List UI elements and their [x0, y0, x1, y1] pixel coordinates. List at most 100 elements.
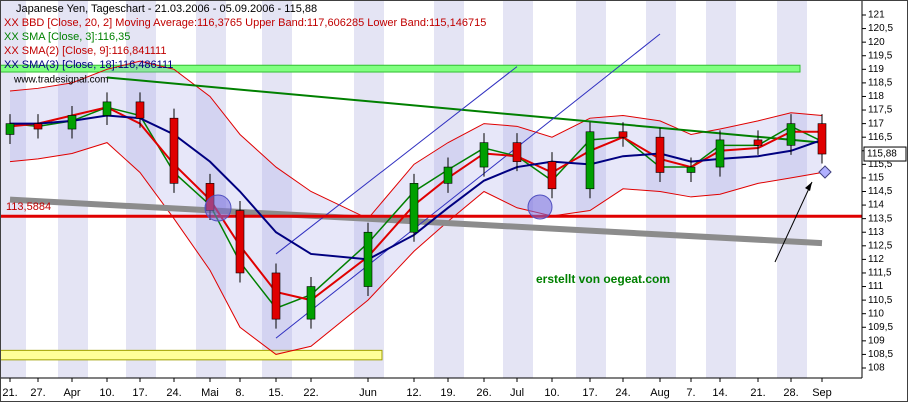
candle-body [585, 131, 595, 190]
x-tick-label: 10. [99, 387, 114, 399]
y-tick-label: 111 [868, 281, 884, 292]
week-band [706, 0, 736, 378]
last-price-label: 115,88 [867, 149, 897, 160]
week-band [503, 0, 533, 378]
x-tick-label: 10. [544, 387, 559, 399]
diamond-marker [818, 165, 832, 179]
y-tick-label: 120 [868, 37, 885, 48]
x-tick-label: 12. [406, 387, 421, 399]
week-band [434, 0, 464, 378]
candle-body [715, 139, 725, 168]
candle-body [306, 286, 316, 320]
x-tick-label: 7. [686, 387, 695, 399]
y-tick-label: 112,5 [868, 240, 893, 251]
arrow-head [805, 182, 812, 191]
candle-body [443, 166, 453, 184]
candle-body [235, 210, 245, 274]
x-tick-label: Jul [510, 387, 524, 399]
zone [0, 64, 801, 73]
candle-body [5, 123, 15, 135]
candle-body [169, 117, 179, 184]
y-tick-label: 114,5 [868, 186, 893, 197]
x-tick-label: 21. [2, 387, 17, 399]
candle-body [271, 272, 281, 320]
x-tick-label: 26. [476, 387, 491, 399]
y-tick-label: 119 [868, 64, 884, 75]
week-band [777, 0, 807, 378]
candle-body [655, 136, 665, 173]
x-tick-label: 8. [235, 387, 244, 399]
candle-body [135, 101, 145, 119]
x-tick-label: 24. [166, 387, 181, 399]
y-tick-label: 118 [868, 91, 884, 102]
candle-body [547, 161, 557, 190]
highlight-circle [527, 194, 553, 220]
last-price-box [863, 146, 907, 162]
week-band [58, 0, 88, 378]
y-tick-label: 111,5 [868, 268, 892, 279]
x-tick-label: 22. [303, 387, 318, 399]
y-tick-label: 118,5 [868, 78, 893, 89]
candle-body [817, 123, 827, 155]
trendline [275, 33, 661, 339]
candle-body [686, 166, 696, 173]
week-band [646, 0, 676, 378]
candle-body [409, 183, 419, 233]
trendline [275, 66, 518, 255]
x-tick-label: Aug [650, 387, 670, 399]
y-tick-label: 115 [868, 173, 884, 184]
y-tick-label: 117 [868, 118, 884, 129]
y-tick-label: 113 [868, 227, 884, 238]
candle-body [753, 139, 763, 146]
y-tick-label: 110,5 [868, 295, 893, 306]
candle-body [786, 123, 796, 146]
candle-body [67, 115, 77, 130]
plot-area [0, 33, 862, 361]
x-tick-label: Jun [359, 387, 377, 399]
x-tick-label: 19. [440, 387, 455, 399]
chart-title: Japanese Yen, Tageschart - 21.03.2006 - … [16, 3, 317, 15]
y-tick-label: 109,5 [868, 322, 893, 333]
candle-body [363, 231, 373, 287]
week-band [354, 0, 384, 378]
x-tick-label: 17. [582, 387, 597, 399]
y-tick-label: 109 [868, 335, 885, 346]
trendline [106, 76, 823, 144]
x-tick-label: 15. [268, 387, 283, 399]
x-tick-label: 21. [750, 387, 765, 399]
y-tick-label: 121 [868, 10, 885, 21]
band-line [9, 60, 823, 220]
y-tick-label: 117,5 [868, 105, 893, 116]
x-tick-label: 14. [712, 387, 727, 399]
legend-entry: XX SMA [Close, 3]:116,35 [4, 31, 130, 43]
x-tick-label: 24. [615, 387, 630, 399]
y-tick-label: 108 [868, 363, 885, 374]
y-tick-label: 113,5 [868, 213, 893, 224]
zone [0, 349, 383, 361]
x-tick-label: 27. [30, 387, 45, 399]
source: www.tradesignal.com [13, 75, 108, 86]
y-tick-label: 114 [868, 200, 884, 211]
x-tick-label: Apr [63, 387, 80, 399]
arrow [774, 181, 813, 263]
legend-entry: XX SMA(2) [Close, 9]:116,841111 [4, 45, 166, 57]
x-tick-label: 17. [132, 387, 147, 399]
y-tick-label: 120,5 [868, 23, 893, 34]
y-tick-label: 110 [868, 308, 884, 319]
y-tick-label: 108,5 [868, 349, 893, 360]
legend-entry: XX SMA(3) [Close, 18]:116,486111 [4, 59, 173, 71]
x-tick-label: Mai [201, 387, 219, 399]
x-tick-label: Sep [812, 387, 832, 399]
annotation: erstellt von oegeat.com [536, 272, 670, 286]
candle-body [33, 123, 43, 130]
week-band [0, 0, 26, 378]
highlight-circle [204, 194, 232, 222]
y-tick-label: 115,5 [868, 159, 893, 170]
candle-body [102, 101, 112, 116]
band-line [9, 142, 823, 355]
y-tick-label: 116,5 [868, 132, 893, 143]
support-label: 113,5884 [6, 201, 51, 213]
candle-body [618, 131, 628, 138]
ma-line [10, 114, 823, 261]
